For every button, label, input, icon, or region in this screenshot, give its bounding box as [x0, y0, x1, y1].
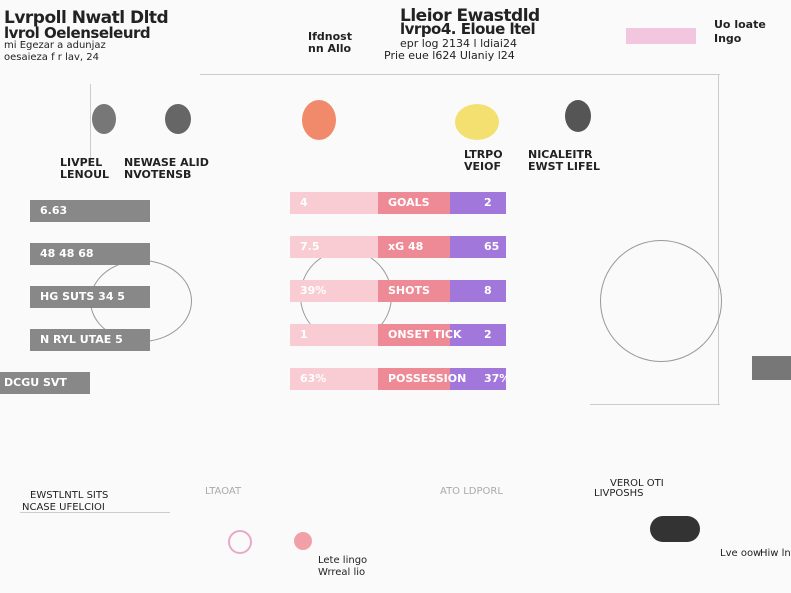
stat-bar: [378, 368, 450, 390]
side-card: [752, 356, 791, 380]
panel-bar: [30, 329, 150, 351]
stat-label: ONSET TICK: [388, 328, 462, 341]
panel-text: N RYL UTAE 5: [40, 333, 123, 346]
bottom-label: VEROL OTI: [610, 478, 664, 489]
team-name: LENOUL: [60, 168, 110, 181]
bottom-label: LIVPOSHS: [594, 488, 644, 499]
footer-text: Lete lingo: [318, 555, 368, 566]
center-title: Lleior Ewastdld: [400, 6, 540, 26]
bottom-label: LTAOAT: [205, 486, 242, 497]
bottom-label: NCASE UFELCIOI: [22, 502, 105, 513]
stat-value: 39%: [300, 284, 327, 297]
divider: [200, 74, 720, 75]
subtitle: mi Egezar a adunjaz: [4, 40, 106, 51]
team-name: NICALEITR: [528, 148, 593, 161]
subtitle: oesaieza f r lav, 24: [4, 52, 99, 63]
stat-bar: [450, 324, 506, 346]
team-name: LIVPEL: [60, 156, 103, 169]
panel-bar: [30, 200, 150, 222]
crest: [302, 100, 336, 140]
crest: [455, 104, 499, 140]
crest: [165, 104, 191, 134]
crest: [565, 100, 591, 132]
stat-label: SHOTS: [388, 284, 430, 297]
stat-value: 8: [484, 284, 492, 297]
stat-value: 4: [300, 196, 308, 209]
panel-bar: [30, 243, 150, 265]
stat-label: POSSESSION: [388, 372, 467, 385]
stat-label: GOALS: [388, 196, 430, 209]
stat-value: 7.5: [300, 240, 320, 253]
bottom-label: EWSTLNTL SITS: [30, 490, 109, 501]
stat-bar: [378, 324, 450, 346]
panel-text: DCGU SVT: [4, 376, 67, 389]
crest: [92, 104, 116, 134]
bottom-label: ATO LDPORL: [440, 486, 503, 497]
team-name: VEIOF: [464, 160, 501, 173]
toggle[interactable]: [228, 530, 252, 554]
brand: nn Allo: [308, 42, 352, 55]
logo: Ingo: [714, 32, 742, 45]
footer-text: Wrreal lio: [318, 567, 366, 578]
logo: Uo loate: [714, 18, 766, 31]
title: Lvrpoll Nwatl Dltd: [4, 8, 169, 28]
panel-bar: [0, 372, 90, 394]
footer-text: Lve oow: [720, 548, 762, 559]
toggle[interactable]: [294, 532, 312, 550]
team-name: NVOTENSB: [124, 168, 192, 181]
stat-bar: [450, 236, 506, 258]
panel-text: 6.63: [40, 204, 68, 217]
brand: Ifdnost: [308, 30, 352, 43]
team-name: EWST LIFEL: [528, 160, 601, 173]
center-title: lvrpo4. Eloue ltel: [400, 20, 536, 38]
stat-value: 1: [300, 328, 308, 341]
panel-text: 48 48 68: [40, 247, 94, 260]
divider: [20, 512, 170, 513]
panel-bar: [30, 286, 150, 308]
stat-value: 2: [484, 196, 492, 209]
divider: [590, 404, 720, 405]
title: lvrol Oelenseleurd: [4, 24, 151, 42]
stat-bar: [378, 236, 450, 258]
stat-value: 65: [484, 240, 500, 253]
team-name: LTRPO: [464, 148, 503, 161]
divider: [718, 74, 719, 404]
panel-text: HG SUTS 34 5: [40, 290, 125, 303]
stat-value: 37%: [484, 372, 511, 385]
team-name: NEWASE ALID: [124, 156, 209, 169]
stat-bar: [450, 192, 506, 214]
stat-bar: [378, 280, 450, 302]
divider: [90, 84, 91, 164]
date: epr log 2134 l ldiai24: [400, 37, 517, 50]
stat-bar: [378, 192, 450, 214]
stat-bar: [450, 280, 506, 302]
date: Prie eue l624 Ulaniy l24: [384, 49, 515, 62]
pitch-circle: [600, 240, 722, 362]
switch[interactable]: [650, 516, 700, 542]
stat-label: xG 48: [388, 240, 424, 253]
stat-value: 63%: [300, 372, 327, 385]
logo-bar: [626, 28, 696, 44]
stat-bar: [450, 368, 506, 390]
footer-text: Hiw lnh: [760, 548, 791, 559]
stat-value: 2: [484, 328, 492, 341]
